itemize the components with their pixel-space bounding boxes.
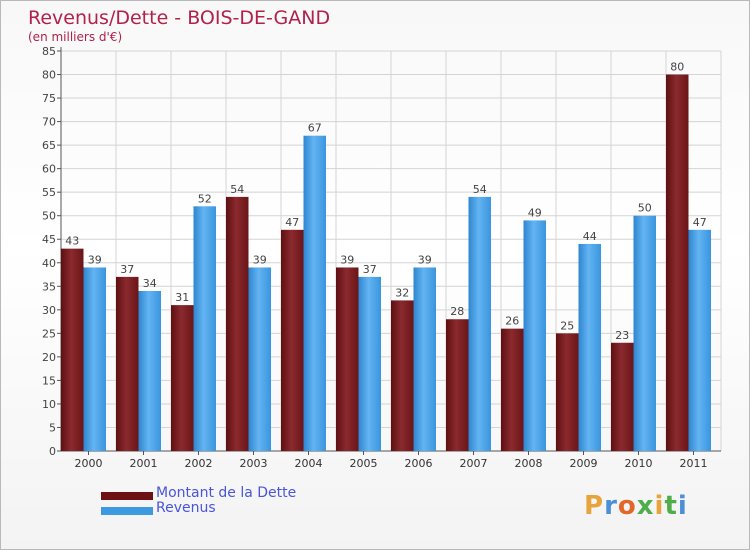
bar-revenus: [523, 220, 546, 451]
bar-revenus: [468, 196, 491, 451]
bar-dette: [61, 248, 84, 451]
x-tick-label: 2004: [295, 457, 323, 470]
y-tick-label: 0: [49, 445, 56, 458]
legend-swatch-revenus: [101, 507, 153, 515]
brand-letter: P: [584, 491, 605, 521]
bar-dette: [336, 267, 359, 451]
brand-letter: r: [604, 491, 618, 521]
brand-letter: o: [617, 491, 637, 521]
bar-dette: [281, 229, 304, 451]
bar-revenus: [688, 229, 711, 451]
bar-revenus: [358, 276, 381, 451]
bar-revenus: [578, 243, 601, 451]
x-tick-label: 2002: [185, 457, 213, 470]
data-label-dette: 47: [285, 216, 299, 229]
bar-revenus: [138, 291, 161, 451]
data-label-revenus: 50: [638, 202, 652, 215]
bar-revenus: [193, 206, 216, 451]
bar-dette: [611, 342, 634, 451]
data-label-dette: 39: [340, 253, 354, 266]
brand-letter: i: [654, 491, 665, 521]
x-tick-label: 2005: [350, 457, 378, 470]
y-tick-label: 40: [42, 257, 56, 270]
data-label-revenus: 39: [418, 253, 432, 266]
y-tick-label: 80: [42, 69, 56, 82]
x-tick-label: 2009: [570, 457, 598, 470]
y-tick-label: 35: [42, 280, 56, 293]
bar-dette: [171, 305, 194, 451]
y-tick-label: 20: [42, 351, 56, 364]
data-label-dette: 54: [230, 183, 244, 196]
x-tick-label: 2006: [405, 457, 433, 470]
x-tick-label: 2003: [240, 457, 268, 470]
y-tick-label: 15: [42, 374, 56, 387]
data-label-revenus: 47: [693, 216, 707, 229]
chart-title: Revenus/Dette - BOIS-DE-GAND: [28, 7, 331, 29]
bar-dette: [446, 319, 469, 451]
data-labels: 43 39 37 34 31 52 54 39 47 67 39 37 32 39 28 54 26 49 25 44…: [65, 61, 707, 342]
x-tick-label: 2001: [130, 457, 158, 470]
chart-subtitle: (en milliers d'€): [28, 30, 123, 44]
data-label-dette: 37: [120, 263, 134, 276]
y-tick-label: 25: [42, 327, 56, 340]
bar-dette: [666, 74, 689, 451]
y-tick-label: 60: [42, 163, 56, 176]
bar-dette: [556, 333, 579, 451]
data-label-dette: 26: [505, 315, 519, 328]
data-label-revenus: 52: [198, 192, 212, 205]
x-tick-label: 2007: [460, 457, 488, 470]
bar-revenus: [633, 215, 656, 451]
y-tick-label: 65: [42, 139, 56, 152]
data-label-dette: 32: [395, 286, 409, 299]
bars: [61, 74, 711, 452]
bar-dette: [391, 300, 414, 451]
y-tick-label: 85: [42, 45, 56, 58]
data-label-revenus: 44: [583, 230, 597, 243]
legend-label-revenus: Revenus: [156, 500, 216, 516]
axes: 0 5 10 15 20 25 30 35 40 45 50 55 60 65 70 75 80 85 2000 20…: [42, 45, 721, 470]
data-label-revenus: 54: [473, 183, 487, 196]
data-label-revenus: 37: [363, 263, 377, 276]
x-tick-label: 2008: [515, 457, 543, 470]
data-label-revenus: 39: [88, 253, 102, 266]
y-tick-label: 45: [42, 233, 56, 246]
legend-swatch-debt: [101, 492, 153, 500]
y-tick-label: 75: [42, 92, 56, 105]
y-tick-label: 70: [42, 116, 56, 129]
bar-revenus: [83, 267, 106, 451]
y-tick-label: 5: [49, 421, 56, 434]
data-label-dette: 28: [450, 305, 464, 318]
data-label-dette: 80: [670, 61, 684, 74]
y-tick-label: 50: [42, 210, 56, 223]
y-tick-label: 10: [42, 398, 56, 411]
brand-letter: t: [664, 491, 678, 521]
data-label-dette: 23: [615, 329, 629, 342]
brand-logo: Proxiti: [584, 491, 688, 521]
data-label-dette: 31: [175, 291, 189, 304]
data-label-dette: 43: [65, 235, 79, 248]
data-label-revenus: 34: [143, 277, 157, 290]
x-tick-label: 2000: [75, 457, 103, 470]
bar-revenus: [303, 135, 326, 452]
brand-letter: i: [677, 491, 688, 521]
data-label-revenus: 67: [308, 122, 322, 135]
bar-dette: [226, 196, 249, 451]
data-label-dette: 25: [560, 319, 574, 332]
y-tick-label: 30: [42, 304, 56, 317]
brand-letter: x: [636, 491, 655, 521]
data-label-revenus: 39: [253, 253, 267, 266]
legend-label-debt: Montant de la Dette: [156, 485, 297, 501]
bar-revenus: [248, 267, 271, 451]
bar-dette: [501, 328, 524, 451]
data-label-revenus: 49: [528, 206, 542, 219]
bar-dette: [116, 276, 139, 451]
bar-revenus: [413, 267, 436, 451]
x-tick-label: 2010: [625, 457, 653, 470]
x-tick-label: 2011: [680, 457, 708, 470]
y-tick-label: 55: [42, 186, 56, 199]
